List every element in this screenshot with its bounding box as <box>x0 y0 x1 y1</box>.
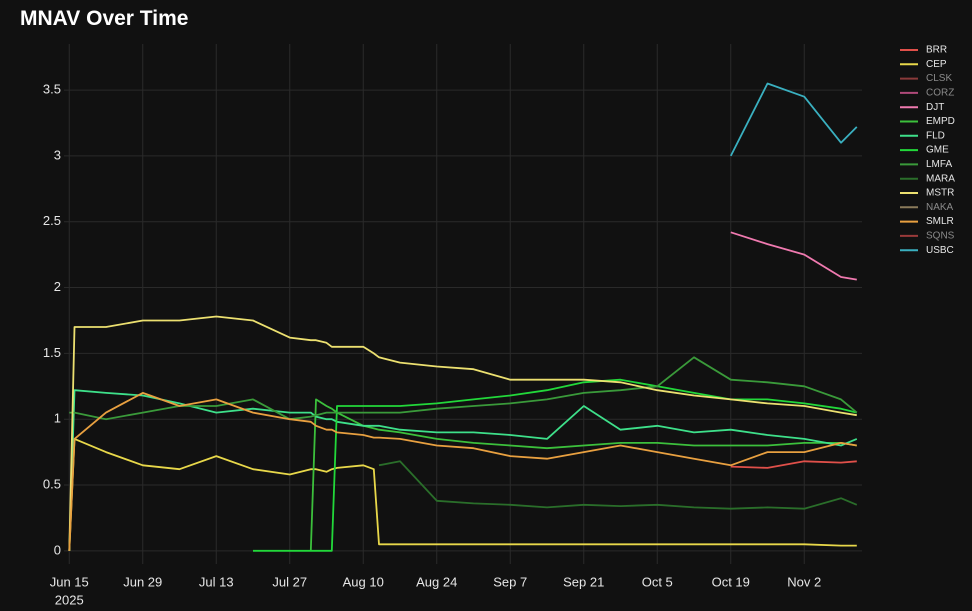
y-tick-label: 1.5 <box>43 345 61 360</box>
series-line <box>68 392 857 551</box>
legend-label: MSTR <box>926 188 954 199</box>
x-tick-label: Jun 15 <box>50 574 89 589</box>
series-line <box>68 438 857 551</box>
legend-label: USBC <box>926 245 954 256</box>
legend-label: CORZ <box>926 88 954 99</box>
x-tick-year: 2025 <box>55 592 84 607</box>
x-tick-label: Sep 7 <box>493 574 527 589</box>
x-tick-label: Jun 29 <box>123 574 162 589</box>
series-line <box>68 389 858 551</box>
legend-label: DJT <box>926 102 944 113</box>
legend-label: CEP <box>926 59 947 70</box>
legend-label: MARA <box>926 173 955 184</box>
legend-label: CLSK <box>926 73 952 84</box>
y-tick-label: 0.5 <box>43 476 61 491</box>
legend-label: NAKA <box>926 202 954 213</box>
legend-label: LMFA <box>926 159 952 170</box>
legend-label: EMPD <box>926 116 955 127</box>
x-tick-label: Aug 10 <box>343 574 384 589</box>
x-tick-label: Oct 5 <box>642 574 673 589</box>
series-line <box>309 398 857 551</box>
series-line <box>730 460 857 469</box>
x-tick-label: Nov 2 <box>787 574 821 589</box>
x-tick-label: Sep 21 <box>563 574 604 589</box>
legend-label: FLD <box>926 130 945 141</box>
legend-label: SMLR <box>926 216 954 227</box>
x-tick-label: Aug 24 <box>416 574 457 589</box>
legend-label: BRR <box>926 45 947 56</box>
x-tick-label: Jul 27 <box>272 574 307 589</box>
series-line <box>68 315 857 551</box>
y-tick-label: 2.5 <box>43 213 61 228</box>
chart-title: MNAV Over Time <box>20 7 188 30</box>
series-line <box>69 356 858 421</box>
series-line <box>730 231 857 281</box>
x-tick-label: Jul 13 <box>199 574 234 589</box>
y-tick-label: 0 <box>54 542 61 557</box>
y-tick-label: 2 <box>54 279 61 294</box>
series-line <box>378 460 858 510</box>
series-line <box>729 82 858 157</box>
y-tick-label: 3 <box>54 147 61 162</box>
x-tick-label: Oct 19 <box>712 574 750 589</box>
legend-label: GME <box>926 145 949 156</box>
legend-label: SQNS <box>926 231 955 242</box>
y-tick-label: 3.5 <box>43 82 61 97</box>
y-tick-label: 1 <box>54 411 61 426</box>
